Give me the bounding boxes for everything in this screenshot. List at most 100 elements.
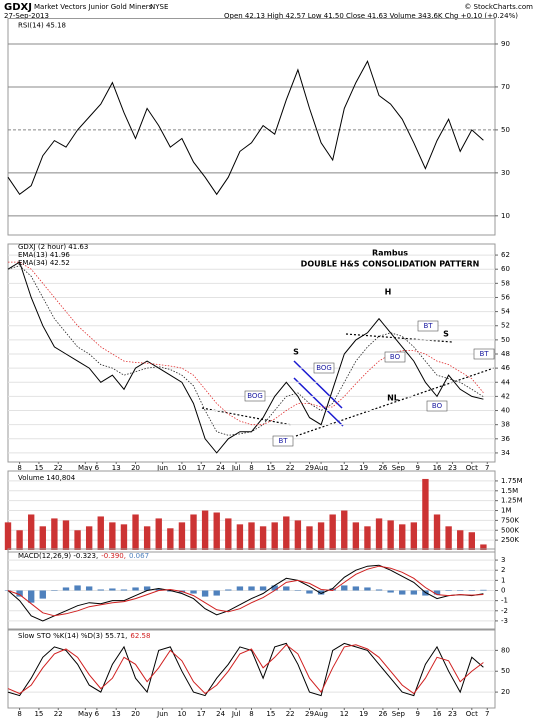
legend-entry: GDXJ (2 hour) 41.63 — [18, 243, 88, 251]
bar — [28, 590, 35, 603]
x-tick-label: May — [78, 710, 92, 718]
bar — [39, 590, 46, 599]
x-tick-label: 13 — [112, 464, 121, 472]
bar — [248, 522, 255, 550]
y-tick-label: -2 — [501, 607, 508, 615]
bar — [387, 590, 394, 593]
x-tick-label: Sep — [392, 710, 406, 718]
bar — [155, 588, 162, 591]
bar — [225, 589, 232, 591]
y-tick-label: 50 — [501, 126, 510, 134]
y-tick-label: 60 — [501, 265, 510, 273]
bar — [468, 532, 475, 550]
panel-frame — [7, 18, 496, 236]
bar — [271, 522, 278, 550]
x-tick-label: Jun — [156, 710, 168, 718]
series-line — [7, 261, 484, 454]
series-line — [7, 265, 484, 436]
x-tick-label: 17 — [197, 710, 206, 718]
x-tick-label: 8 — [17, 710, 21, 718]
x-tick-label: 29 — [305, 710, 314, 718]
x-tick-label: Aug — [314, 710, 328, 718]
bar — [399, 524, 406, 550]
y-tick-label: 1.5M — [501, 487, 518, 495]
panel-title: RSI(14) 45.18 — [18, 22, 66, 30]
bar — [190, 590, 197, 594]
x-tick-label: 9 — [415, 710, 419, 718]
y-tick-label: 30 — [501, 169, 510, 177]
panel-frame — [7, 243, 496, 463]
bar — [97, 589, 104, 591]
legend: Slow STO %K(14) %D(3) 55.71, 62.58 — [18, 632, 150, 640]
annotation-box — [426, 400, 448, 412]
bar — [132, 587, 139, 591]
bar — [85, 526, 93, 550]
annotation-box — [417, 320, 439, 332]
y-tick-label: 46 — [501, 364, 510, 372]
y-tick-label: 500K — [501, 526, 519, 534]
bar — [62, 587, 70, 591]
y-tick-label: 90 — [501, 40, 510, 48]
x-tick-label: 17 — [197, 464, 206, 472]
bar — [213, 590, 220, 596]
bar — [143, 586, 151, 591]
series-line — [7, 59, 484, 196]
bar — [341, 585, 348, 591]
bar — [109, 522, 116, 550]
bar — [16, 590, 23, 597]
bar — [364, 587, 371, 591]
bar — [283, 586, 290, 591]
bar — [28, 514, 35, 550]
y-tick-label: 250K — [501, 536, 519, 544]
bar — [480, 544, 487, 550]
x-tick-label: 7 — [485, 464, 489, 472]
x-tick-label: 12 — [340, 464, 349, 472]
annotation: BO — [390, 353, 401, 361]
bar — [248, 586, 255, 591]
bar — [410, 590, 418, 595]
bar — [201, 590, 209, 597]
x-tick-label: Oct — [466, 710, 478, 718]
panel-frame — [7, 548, 496, 631]
panel-title: Volume 140,804 — [18, 474, 76, 482]
x-tick-label: 12 — [340, 710, 349, 718]
y-tick-label: 1M — [501, 507, 512, 515]
bar — [132, 514, 139, 550]
bar — [85, 586, 93, 591]
x-tick-label: 9 — [415, 464, 419, 472]
annotation: Rambus — [372, 249, 408, 258]
legend-entry: EMA(13) 41.96 — [18, 251, 70, 259]
bar — [51, 590, 58, 591]
bar — [4, 522, 12, 550]
x-tick-label: 10 — [177, 710, 186, 718]
bar — [271, 585, 278, 591]
y-tick-label: 54 — [501, 308, 510, 316]
annotation: BOG — [247, 392, 263, 400]
bar — [457, 530, 464, 550]
annotation: BT — [479, 350, 489, 358]
x-tick-label: 6 — [95, 710, 100, 718]
bar — [236, 586, 244, 591]
bar — [445, 590, 452, 591]
series-line — [7, 644, 484, 695]
y-tick-label: 38 — [501, 421, 510, 429]
x-tick-label: 20 — [131, 464, 140, 472]
bar — [62, 520, 70, 550]
bar — [225, 518, 232, 550]
x-tick-label: 8 — [249, 464, 253, 472]
exchange: NYSE — [150, 3, 168, 11]
x-tick-label: Oct — [466, 464, 478, 472]
bar — [283, 516, 290, 550]
x-tick-label: 19 — [359, 464, 368, 472]
bar — [433, 590, 441, 595]
series-line — [7, 565, 484, 617]
x-tick-label: Jul — [231, 464, 241, 472]
x-tick-label: 22 — [286, 464, 295, 472]
panel-frame — [7, 470, 496, 553]
annotation: DOUBLE H&S CONSOLIDATION PATTERN — [301, 260, 480, 269]
bar — [317, 522, 325, 550]
legend-entry: MACD(12,26,9) -0.323, — [18, 552, 98, 560]
bar — [364, 526, 371, 550]
x-tick-label: 8 — [17, 464, 21, 472]
bar — [341, 510, 348, 550]
